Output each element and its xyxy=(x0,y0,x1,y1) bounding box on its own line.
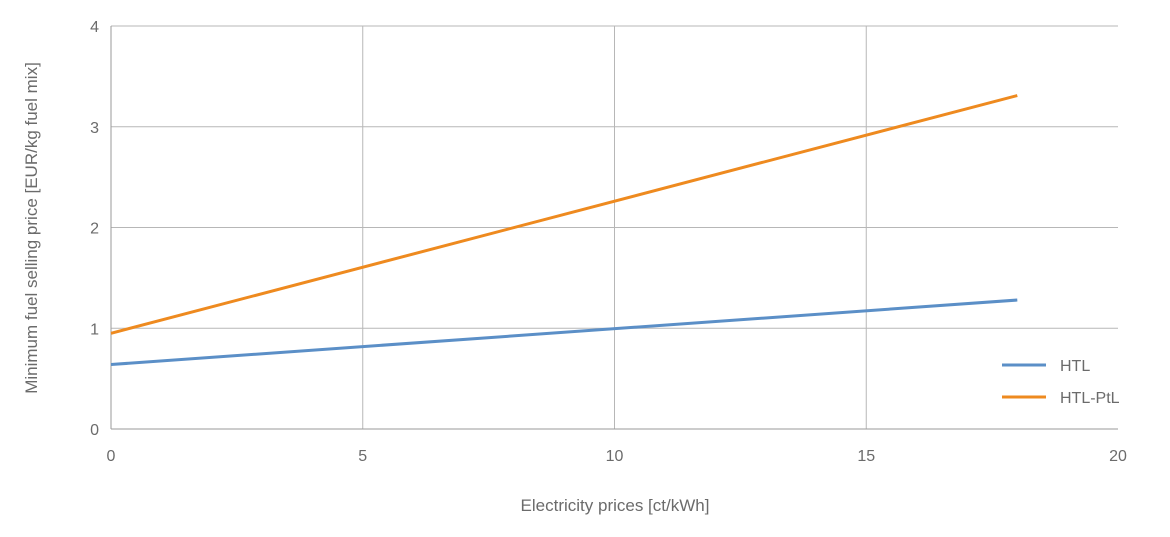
x-tick-label: 15 xyxy=(857,448,875,465)
y-tick-label: 0 xyxy=(90,422,99,439)
legend: HTL HTL-PtL xyxy=(1002,358,1120,407)
y-tick-label: 1 xyxy=(90,321,99,338)
y-axis-label: Minimum fuel selling price [EUR/kg fuel … xyxy=(22,62,41,394)
series-line-0 xyxy=(110,298,1018,367)
x-tick-label: 20 xyxy=(1109,448,1127,465)
y-tick-label: 2 xyxy=(90,221,99,238)
x-tick-label: 5 xyxy=(358,448,367,465)
legend-label: HTL xyxy=(1060,358,1090,375)
x-tick-label: 0 xyxy=(107,448,116,465)
grid xyxy=(111,25,1118,429)
x-tick-labels: 0 5 10 15 20 xyxy=(107,448,1127,465)
y-tick-label: 4 xyxy=(90,19,99,36)
axes xyxy=(110,26,1118,430)
series-lines xyxy=(110,94,1018,367)
y-tick-label: 3 xyxy=(90,120,99,137)
x-tick-label: 10 xyxy=(606,448,624,465)
y-tick-labels: 0 1 2 3 4 xyxy=(90,19,99,439)
legend-label: HTL-PtL xyxy=(1060,390,1120,407)
series-line-1 xyxy=(110,94,1018,335)
x-axis-label: Electricity prices [ct/kWh] xyxy=(521,496,710,515)
